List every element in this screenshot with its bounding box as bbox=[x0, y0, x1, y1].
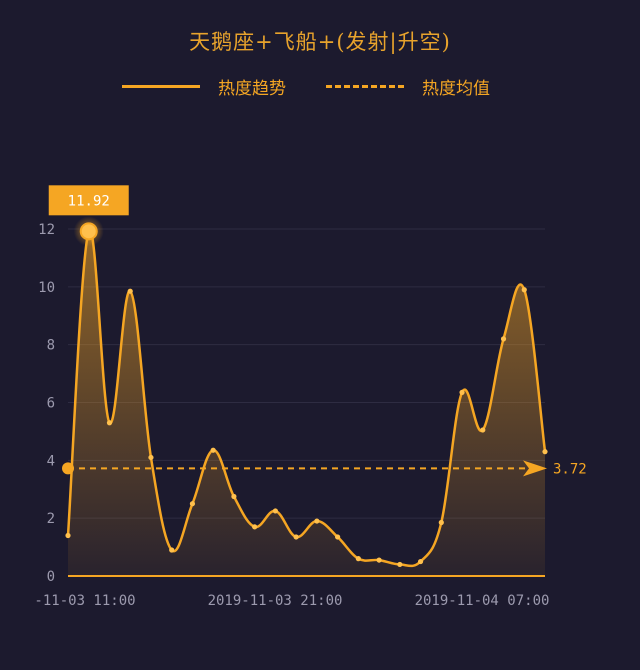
data-point bbox=[169, 547, 175, 553]
data-point bbox=[189, 501, 196, 507]
mean-value-label: 3.72 bbox=[553, 461, 587, 477]
legend: 热度趋势 热度均值 bbox=[0, 74, 640, 99]
y-tick-label: 10 bbox=[38, 280, 55, 296]
data-point bbox=[397, 561, 403, 568]
data-point bbox=[500, 336, 507, 342]
data-point bbox=[459, 389, 465, 395]
data-point bbox=[127, 288, 133, 294]
axes: 0 2 4 6 8 10 12 -11-03 11:00 2019-11-03 21:00 201… bbox=[34, 222, 549, 609]
data-point bbox=[314, 518, 320, 524]
legend-solid-line-icon bbox=[122, 85, 200, 88]
data-point bbox=[65, 532, 71, 539]
series-line bbox=[66, 228, 547, 568]
data-points bbox=[65, 216, 548, 568]
mean-line: 3.72 bbox=[62, 460, 587, 477]
legend-label-mean: 热度均值 bbox=[422, 79, 490, 99]
legend-label-trend: 热度趋势 bbox=[218, 79, 286, 99]
data-point bbox=[335, 534, 341, 540]
max-point bbox=[79, 222, 98, 241]
y-tick-label: 2 bbox=[47, 511, 55, 527]
data-point bbox=[210, 447, 216, 453]
area-fill-path bbox=[68, 229, 545, 576]
x-tick-label: -11-03 11:00 bbox=[34, 593, 135, 609]
data-point bbox=[148, 454, 154, 461]
x-tick-label: 2019-11-04 07:00 bbox=[415, 593, 550, 609]
data-point bbox=[355, 556, 361, 562]
data-point bbox=[293, 534, 299, 540]
data-point bbox=[231, 493, 237, 500]
data-point bbox=[417, 558, 424, 565]
series-line-path bbox=[66, 228, 547, 568]
annotations: 11.92 bbox=[48, 185, 129, 216]
data-point bbox=[106, 420, 113, 426]
area-fill bbox=[68, 229, 545, 576]
y-tick-label: 8 bbox=[47, 338, 55, 354]
data-point bbox=[438, 519, 444, 526]
data-point bbox=[252, 524, 258, 530]
legend-dashed-line-icon bbox=[326, 85, 404, 88]
y-tick-label: 0 bbox=[47, 569, 55, 585]
y-tick-label: 6 bbox=[47, 396, 55, 412]
max-label-box bbox=[48, 185, 129, 216]
x-tick-label: 2019-11-03 21:00 bbox=[208, 593, 343, 609]
data-point bbox=[542, 449, 548, 455]
chart-title: 天鹅座+飞船+(发射|升空) bbox=[189, 30, 451, 54]
data-point bbox=[521, 287, 527, 293]
max-value-label: 11.92 bbox=[68, 193, 110, 209]
mean-arrow-icon bbox=[523, 460, 547, 477]
data-point bbox=[480, 427, 486, 433]
y-tick-label: 4 bbox=[47, 453, 55, 469]
data-point bbox=[272, 508, 278, 514]
data-point bbox=[376, 557, 382, 563]
y-tick-label: 12 bbox=[38, 222, 55, 238]
mean-start-dot bbox=[62, 462, 74, 475]
